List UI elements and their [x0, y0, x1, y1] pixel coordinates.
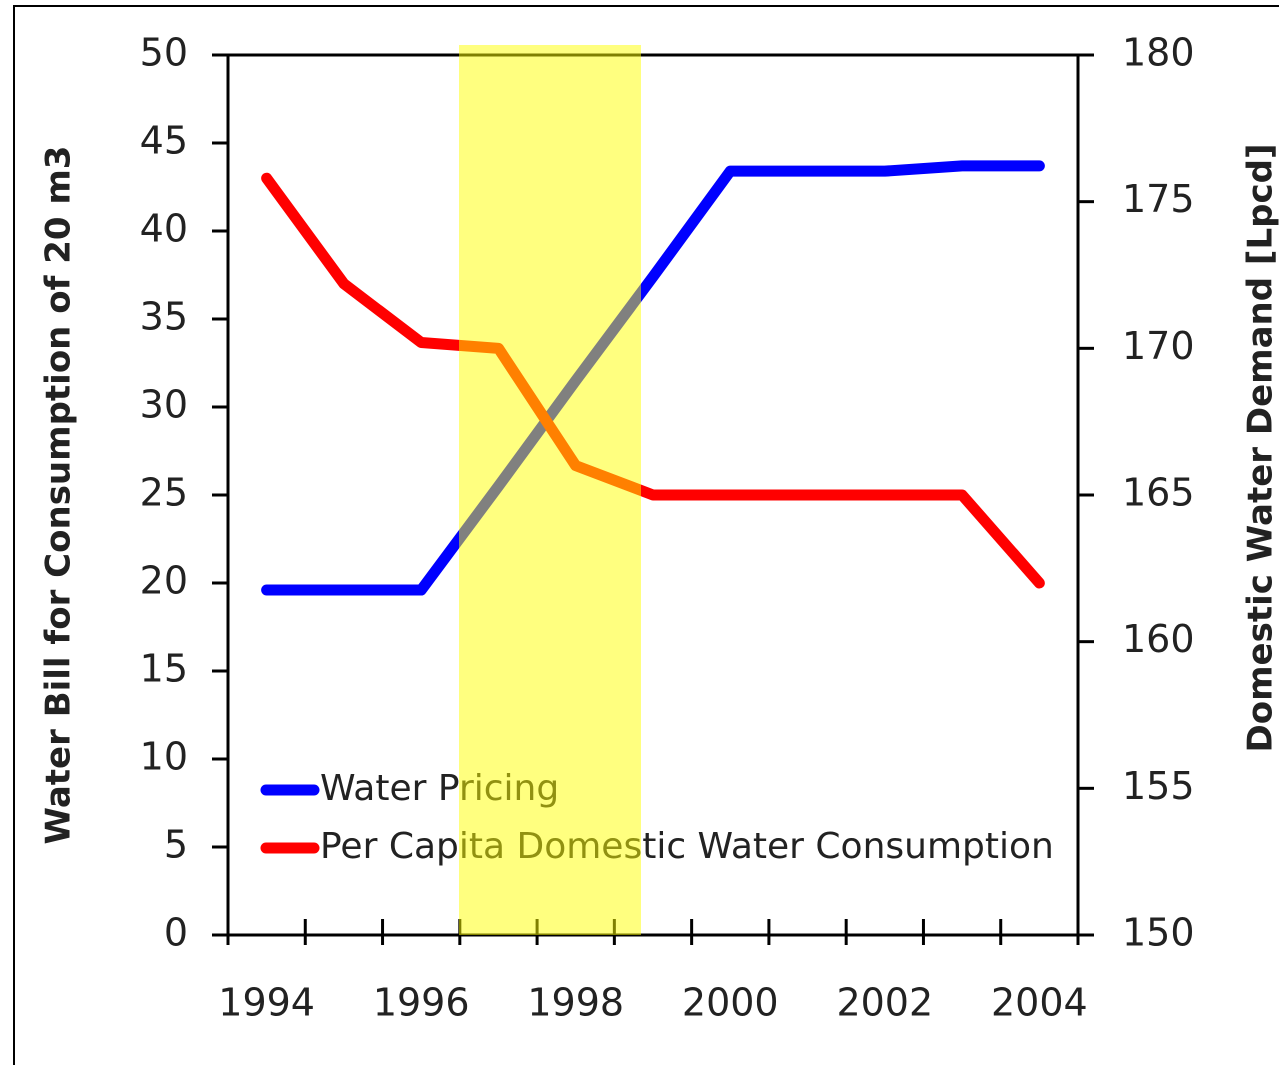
y-tick-label: 40 — [140, 207, 188, 251]
x-tick-label: 1996 — [373, 981, 470, 1025]
frame — [13, 5, 1279, 1065]
y2-tick-label: 180 — [1122, 31, 1195, 75]
x-tick-label: 2000 — [682, 981, 779, 1025]
x-tick-label: 1994 — [218, 981, 315, 1025]
series-line — [261, 160, 1045, 596]
y2-tick-label: 155 — [1122, 764, 1195, 808]
y-axis-title: Water Bill for Consumption of 20 m3 — [39, 146, 79, 845]
y-tick-label: 30 — [140, 383, 188, 427]
y2-tick-label: 160 — [1122, 617, 1195, 661]
y-tick-label: 45 — [140, 119, 188, 163]
series-line — [261, 172, 1045, 589]
y-tick-label: 0 — [164, 911, 188, 955]
x-tick-label: 1998 — [527, 981, 624, 1025]
y-tick-label: 25 — [140, 471, 188, 515]
y2-tick-label: 165 — [1122, 471, 1195, 515]
x-tick-label: 2002 — [836, 981, 933, 1025]
legend-label: Per Capita Domestic Water Consumption — [320, 826, 1054, 867]
highlight-band — [459, 45, 641, 935]
y-tick-label: 20 — [140, 559, 188, 603]
y2-tick-label: 175 — [1122, 177, 1195, 221]
y-tick-label: 15 — [140, 647, 188, 691]
y2-tick-label: 150 — [1122, 911, 1195, 955]
y-tick-label: 35 — [140, 295, 188, 339]
y-tick-label: 5 — [164, 823, 188, 867]
x-tick-label: 2004 — [991, 981, 1088, 1025]
y2-tick-label: 170 — [1122, 324, 1195, 368]
y2-axis-title: Domestic Water Demand [Lpcd] — [1241, 144, 1279, 753]
y-tick-label: 50 — [140, 31, 188, 75]
y-tick-label: 10 — [140, 735, 188, 779]
